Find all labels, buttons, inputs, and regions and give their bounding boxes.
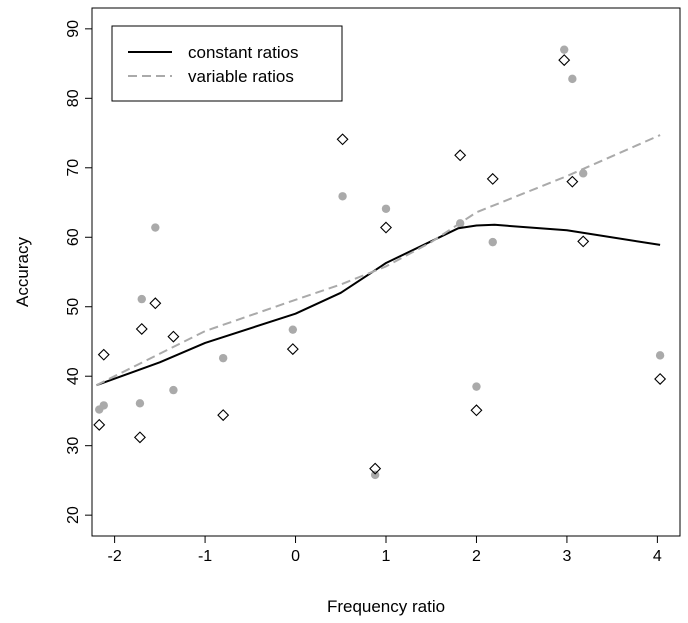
diamond-point [93, 418, 106, 431]
circle-point [288, 325, 298, 334]
circle-point [338, 192, 347, 201]
legend-box [111, 25, 343, 102]
diamond-point [486, 172, 499, 185]
diamond-point [654, 373, 667, 385]
circle-point [560, 45, 569, 54]
circle-point [381, 204, 391, 213]
x-tick-label: 2 [472, 548, 481, 565]
y-tick-label: 60 [65, 228, 82, 246]
circle-point [135, 399, 145, 408]
circle-point [169, 385, 178, 395]
diamond-point [133, 431, 146, 444]
y-tick-label: 90 [65, 20, 82, 38]
diamond-point [369, 462, 382, 475]
circle-point [579, 169, 588, 178]
diamond-point [577, 235, 590, 248]
diamond-point [135, 322, 148, 335]
circle-point [218, 353, 228, 363]
x-tick-label: 0 [291, 548, 300, 565]
x-tick-label: -1 [198, 548, 212, 565]
diamond-point [149, 297, 162, 310]
circle-point [488, 237, 497, 247]
legend-label-constant: constant ratios [188, 43, 299, 62]
circle-point [151, 223, 160, 232]
x-tick-label: -2 [107, 548, 121, 565]
circle-point [472, 382, 481, 391]
circle-point [568, 74, 577, 84]
y-tick-label: 20 [65, 506, 82, 524]
x-axis-title: Frequency ratio [327, 597, 445, 616]
diamond-point [454, 149, 467, 162]
diamond-point [286, 343, 299, 356]
diamond-point [167, 330, 180, 343]
constant-ratios-line [96, 223, 661, 387]
legend-label-variable: variable ratios [188, 67, 294, 86]
y-tick-label: 40 [65, 367, 82, 385]
x-tick-label: 4 [653, 548, 662, 565]
diamond-point [336, 133, 349, 146]
diamond-point [566, 175, 579, 188]
y-axis-title: Accuracy [13, 237, 32, 307]
diamond-point [97, 348, 110, 361]
legend: constant ratios variable ratios [111, 25, 343, 102]
y-tick-label: 50 [65, 298, 82, 316]
diamond-point [380, 221, 392, 234]
diamond-point [558, 54, 571, 67]
x-tick-label: 1 [382, 548, 391, 565]
circle-point [137, 294, 146, 304]
diamond-point [217, 409, 230, 422]
circle-point [370, 470, 380, 480]
circle-point [99, 401, 108, 410]
y-tick-label: 70 [65, 159, 82, 177]
x-tick-label: 3 [562, 548, 571, 565]
y-tick-label: 30 [65, 437, 82, 455]
diamond-point [470, 404, 483, 417]
variable-ratios-line [96, 134, 661, 387]
circle-point [655, 351, 665, 360]
y-tick-label: 80 [65, 89, 82, 107]
